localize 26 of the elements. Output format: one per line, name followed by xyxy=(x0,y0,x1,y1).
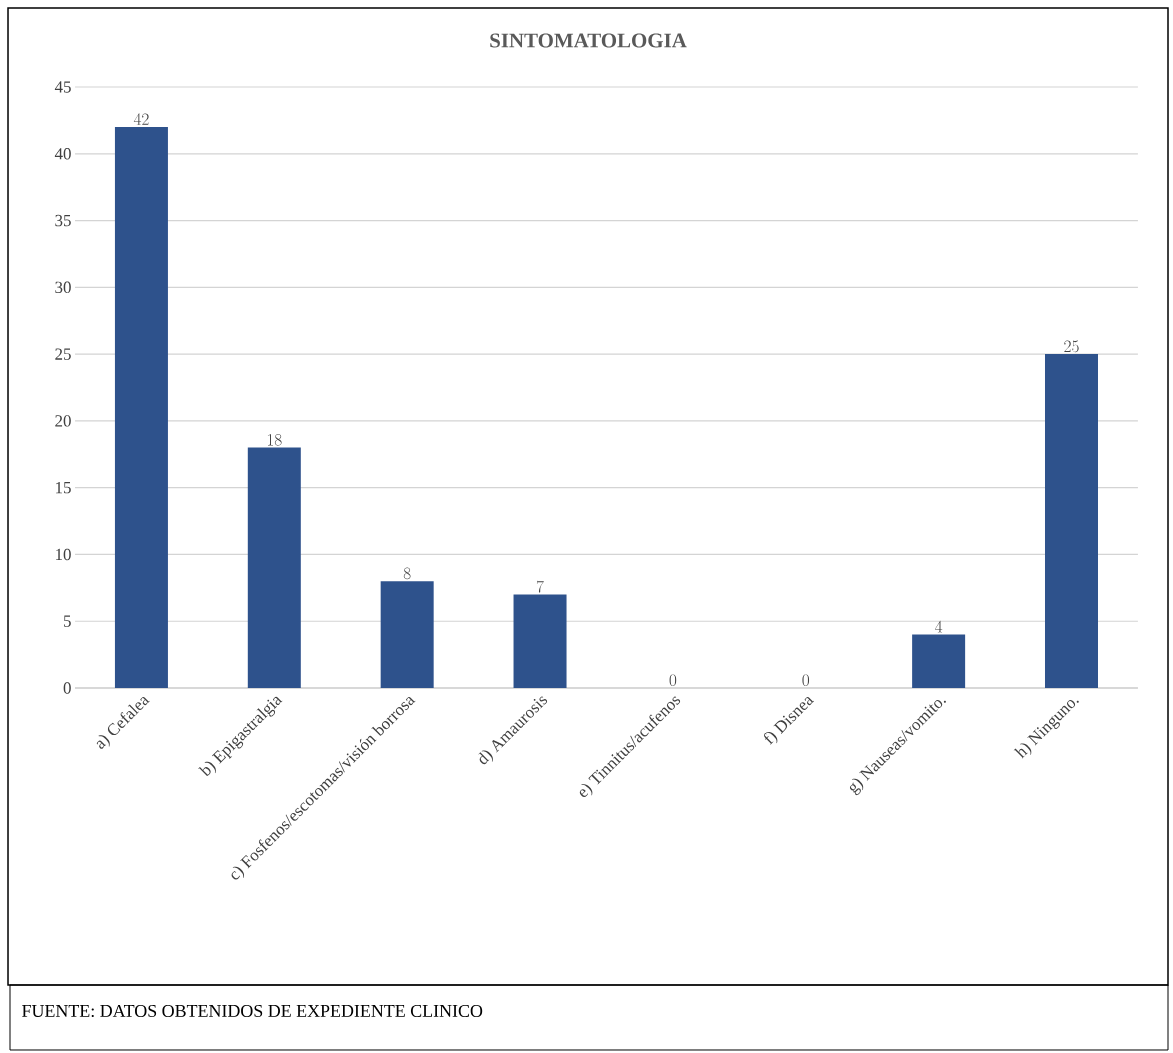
y-tick-label: 15 xyxy=(56,481,71,494)
data-label: 18 xyxy=(267,434,282,446)
data-label: 0 xyxy=(669,674,677,687)
data-label: 42 xyxy=(133,113,149,125)
y-tick-label: 20 xyxy=(55,415,71,427)
bar xyxy=(912,634,966,689)
data-label: 7 xyxy=(536,580,544,593)
y-tick-label: 30 xyxy=(55,281,71,294)
y-tick-label: 25 xyxy=(55,348,71,360)
data-label: 0 xyxy=(802,674,810,687)
bar xyxy=(1044,354,1098,689)
data-label: 8 xyxy=(403,567,411,580)
y-tick-label: 0 xyxy=(63,682,71,694)
y-tick-label: 45 xyxy=(54,81,71,93)
y-tick-label: 10 xyxy=(56,548,71,561)
bar xyxy=(513,594,567,689)
data-label: 25 xyxy=(1064,340,1079,353)
source-note: FUENTE: DATOS OBTENIDOS DE EXPEDIENTE CLINICO xyxy=(22,1004,483,1018)
y-tick-label: 35 xyxy=(55,214,71,227)
data-label: 4 xyxy=(935,620,943,633)
chart-title: SINTOMATOLOGIA xyxy=(490,33,687,48)
bar xyxy=(247,447,301,689)
y-tick-label: 40 xyxy=(54,148,71,160)
y-tick-label: 5 xyxy=(64,615,71,627)
bar xyxy=(380,581,434,689)
bar xyxy=(114,127,168,689)
